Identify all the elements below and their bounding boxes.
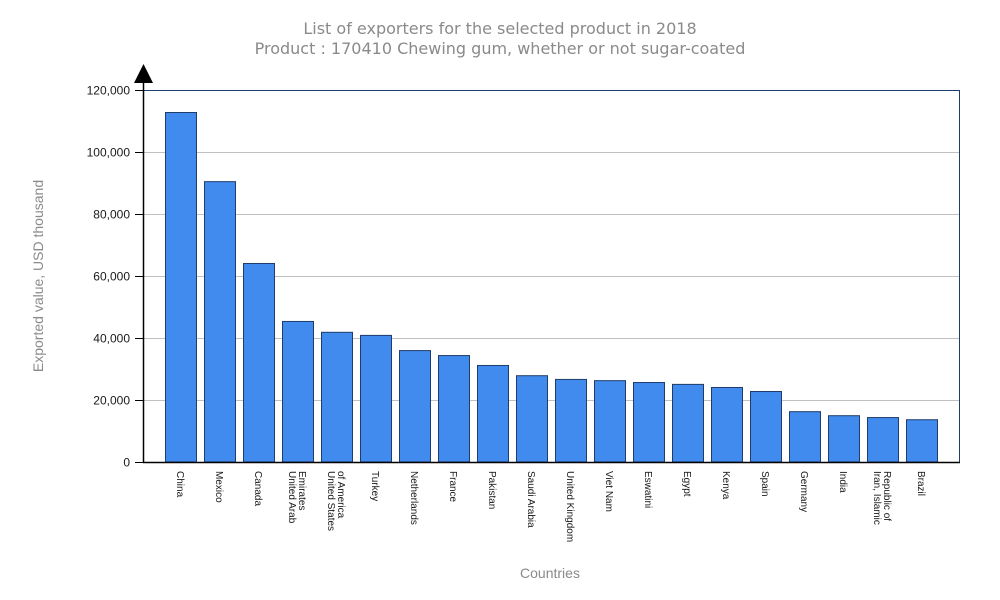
bar[interactable] [906, 419, 938, 463]
x-tick-label: Germany [798, 471, 809, 512]
x-tick-label: Eswatini [642, 471, 653, 508]
x-tick-label: Iran, Islamic Republic of [871, 471, 892, 525]
x-tick-label: Netherlands [408, 471, 419, 525]
x-tick-label: Canada [252, 471, 263, 506]
category-label-line: Turkey [369, 471, 380, 501]
bar[interactable] [243, 262, 275, 463]
bar[interactable] [555, 378, 587, 463]
x-tick-label: Viet Nam [603, 471, 614, 512]
category-label-line: Netherlands [408, 471, 419, 525]
category-label-line: of America [335, 471, 346, 519]
bar[interactable] [516, 375, 548, 463]
category-label-line: United Arab [286, 471, 297, 524]
bar[interactable] [594, 380, 626, 463]
x-axis-labels: China Mexico Canada United Arab Emirates Unit… [174, 471, 926, 542]
category-label-line: Emirates [296, 471, 307, 510]
x-tick-label: Spain [759, 471, 770, 497]
bar[interactable] [750, 391, 782, 463]
category-label-line: Viet Nam [603, 471, 614, 512]
category-label-line: Saudi Arabia [525, 471, 536, 528]
category-label-line: Iran, Islamic [871, 471, 882, 525]
bar[interactable] [477, 364, 509, 463]
y-tick-label: 60,000 [93, 270, 130, 284]
x-tick-label: Kenya [720, 471, 731, 500]
category-label-line: Republic of [881, 471, 892, 521]
y-tick-label: 80,000 [93, 208, 130, 222]
y-axis-arrow-icon [134, 64, 153, 83]
x-tick-label: Saudi Arabia [525, 471, 536, 528]
category-label-line: China [174, 471, 185, 498]
y-tick-label: 40,000 [93, 332, 130, 346]
x-tick-label: United States of America [325, 471, 346, 531]
y-tick-label: 20,000 [93, 394, 130, 408]
category-label-line: Brazil [915, 471, 926, 496]
category-label-line: Germany [798, 471, 809, 512]
x-tick-label: India [837, 471, 848, 493]
y-tick-label: 100,000 [87, 146, 131, 160]
category-label-line: Canada [252, 471, 263, 506]
category-label-line: India [837, 471, 848, 493]
x-tick-label: Brazil [915, 471, 926, 496]
x-tick-label: Egypt [681, 471, 692, 497]
x-tick-label: Mexico [213, 471, 224, 503]
x-tick-label: United Kingdom [564, 471, 575, 542]
category-label-line: Kenya [720, 471, 731, 500]
bar[interactable] [672, 383, 704, 463]
bar[interactable] [360, 334, 392, 463]
category-label-line: Eswatini [642, 471, 653, 508]
category-label-line: Spain [759, 471, 770, 497]
category-label-line: France [447, 471, 458, 503]
bar[interactable] [165, 112, 197, 463]
y-tick-label: 0 [123, 456, 130, 470]
bars [165, 112, 938, 463]
plot-frame [134, 64, 960, 464]
category-label-line: United Kingdom [564, 471, 575, 542]
x-tick-label: Pakistan [486, 471, 497, 509]
x-tick-label: United Arab Emirates [286, 471, 307, 524]
bar[interactable] [789, 411, 821, 463]
bar[interactable] [399, 350, 431, 463]
category-label-line: Mexico [213, 471, 224, 503]
bar[interactable] [633, 382, 665, 463]
x-tick-label: China [174, 471, 185, 498]
x-tick-label: Turkey [369, 471, 380, 501]
bar[interactable] [204, 181, 236, 463]
y-axis-title: Exported value, USD thousand [30, 180, 46, 372]
bar[interactable] [438, 355, 470, 463]
bar[interactable] [828, 415, 860, 463]
bar[interactable] [867, 417, 899, 463]
category-label-line: Egypt [681, 471, 692, 497]
y-axis: 0 20,000 40,000 60,000 80,000 100,000 120,000 [87, 84, 143, 470]
bar[interactable] [282, 320, 314, 463]
y-tick-label: 120,000 [87, 84, 131, 98]
bar[interactable] [711, 386, 743, 463]
chart-title: List of exporters for the selected produ… [303, 19, 697, 38]
bar[interactable] [321, 331, 353, 463]
x-axis-title: Countries [520, 565, 580, 581]
category-label-line: Pakistan [486, 471, 497, 509]
category-label-line: United States [325, 471, 336, 531]
gridlines [143, 152, 959, 401]
chart-subtitle: Product : 170410 Chewing gum, whether or… [254, 39, 746, 58]
x-tick-label: France [447, 471, 458, 503]
